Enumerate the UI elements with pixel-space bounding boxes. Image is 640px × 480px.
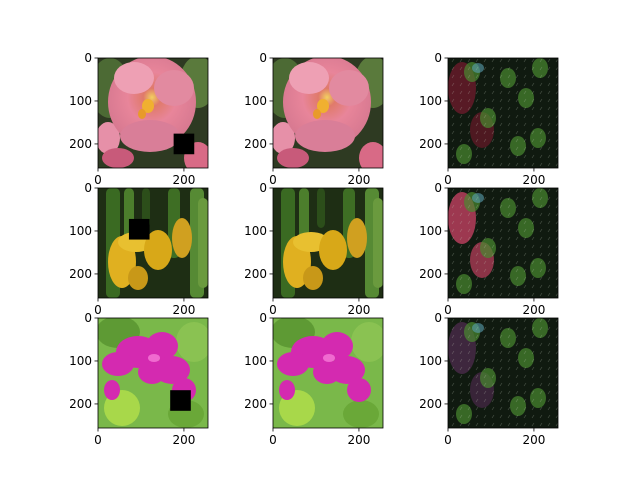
- y-tick-label: 0: [259, 51, 267, 65]
- x-tick-label: 0: [444, 173, 452, 187]
- x-tick-label: 0: [269, 173, 277, 187]
- y-tick-label: 100: [244, 354, 267, 368]
- y-tick-label: 200: [69, 397, 92, 411]
- axes-frame: [97, 317, 209, 429]
- axes-frame: [272, 317, 384, 429]
- axes-frame: [447, 57, 559, 169]
- mask-square: [128, 218, 150, 240]
- y-tick-label: 100: [244, 94, 267, 108]
- y-tick-label: 100: [69, 94, 92, 108]
- y-tick-label: 200: [244, 137, 267, 151]
- x-tick-label: 0: [94, 433, 102, 447]
- flower1-masked-image: [98, 58, 208, 168]
- x-tick-label: 200: [172, 173, 195, 187]
- x-tick-label: 0: [94, 173, 102, 187]
- y-tick-label: 0: [259, 311, 267, 325]
- flower2-masked-image: [98, 188, 208, 298]
- y-tick-label: 200: [244, 267, 267, 281]
- x-tick-label: 0: [444, 303, 452, 317]
- y-tick-label: 200: [244, 397, 267, 411]
- x-tick-label: 200: [172, 433, 195, 447]
- flower1-reconstruction-image: [448, 58, 558, 168]
- axes-frame: [97, 57, 209, 169]
- y-tick-label: 0: [84, 181, 92, 195]
- y-tick-label: 100: [244, 224, 267, 238]
- flower3-reconstruction-image: [448, 318, 558, 428]
- y-tick-label: 100: [419, 224, 442, 238]
- x-tick-label: 200: [347, 433, 370, 447]
- y-tick-label: 0: [434, 181, 442, 195]
- axes-frame: [272, 57, 384, 169]
- x-tick-label: 0: [269, 303, 277, 317]
- x-tick-label: 0: [269, 433, 277, 447]
- x-tick-label: 200: [347, 173, 370, 187]
- y-tick-label: 200: [69, 137, 92, 151]
- mask-square: [170, 390, 191, 411]
- flower3-original-image: [273, 318, 383, 428]
- y-tick-label: 0: [259, 181, 267, 195]
- x-tick-label: 200: [522, 433, 545, 447]
- flower3-masked-image: [98, 318, 208, 428]
- y-tick-label: 200: [69, 267, 92, 281]
- y-tick-label: 100: [69, 354, 92, 368]
- mask-square: [173, 133, 195, 155]
- y-tick-label: 0: [84, 51, 92, 65]
- y-tick-label: 0: [434, 311, 442, 325]
- x-tick-label: 0: [444, 433, 452, 447]
- y-tick-label: 100: [419, 94, 442, 108]
- y-tick-label: 0: [434, 51, 442, 65]
- y-tick-label: 100: [419, 354, 442, 368]
- y-tick-label: 200: [419, 397, 442, 411]
- y-tick-label: 200: [419, 137, 442, 151]
- flower1-original-image: [273, 58, 383, 168]
- x-tick-label: 200: [172, 303, 195, 317]
- x-tick-label: 200: [522, 173, 545, 187]
- axes-frame: [272, 187, 384, 299]
- y-tick-label: 100: [69, 224, 92, 238]
- axes-frame: [447, 187, 559, 299]
- y-tick-label: 0: [84, 311, 92, 325]
- flower2-original-image: [273, 188, 383, 298]
- x-tick-label: 200: [347, 303, 370, 317]
- x-tick-label: 0: [94, 303, 102, 317]
- axes-frame: [447, 317, 559, 429]
- flower2-reconstruction-image: [448, 188, 558, 298]
- axes-frame: [97, 187, 209, 299]
- x-tick-label: 200: [522, 303, 545, 317]
- y-tick-label: 200: [419, 267, 442, 281]
